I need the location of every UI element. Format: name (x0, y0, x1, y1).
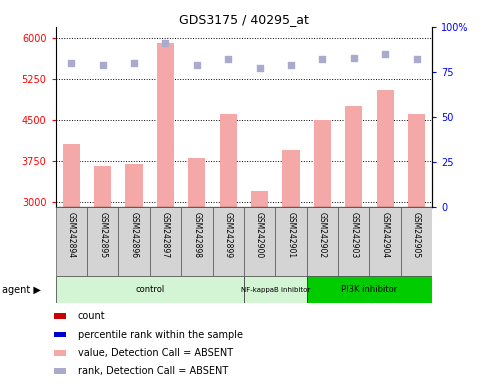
Bar (87, 207, 118, 276)
Title: GDS3175 / 40295_at: GDS3175 / 40295_at (179, 13, 309, 26)
Point (350, 55, 357, 61)
Bar (56, 207, 87, 276)
Point (382, 51, 389, 57)
Bar (118, 207, 150, 276)
Bar (307, 276, 432, 303)
Text: GSM242895: GSM242895 (98, 212, 107, 258)
Bar (401, 207, 432, 276)
Text: GSM242894: GSM242894 (67, 212, 76, 258)
Bar (126, 164, 142, 207)
Bar (377, 90, 394, 207)
Bar (338, 207, 369, 276)
Bar (314, 120, 331, 207)
Text: percentile rank within the sample: percentile rank within the sample (78, 329, 242, 339)
Bar (275, 207, 307, 276)
Point (99, 62, 107, 68)
Bar (54, 332, 67, 338)
Point (193, 62, 201, 68)
Point (256, 65, 264, 71)
Bar (251, 191, 268, 207)
Point (68, 60, 75, 66)
Text: agent ▶: agent ▶ (2, 285, 41, 295)
Text: count: count (78, 311, 105, 321)
Bar (345, 106, 362, 207)
Text: GSM242901: GSM242901 (286, 212, 296, 258)
Text: value, Detection Call = ABSENT: value, Detection Call = ABSENT (78, 348, 233, 358)
Bar (244, 207, 275, 276)
Text: NF-kappaB inhibitor: NF-kappaB inhibitor (241, 287, 310, 293)
Point (287, 62, 295, 68)
Text: rank, Detection Call = ABSENT: rank, Detection Call = ABSENT (78, 366, 228, 376)
Bar (63, 144, 80, 207)
Text: GSM242902: GSM242902 (318, 212, 327, 258)
Text: control: control (135, 285, 164, 295)
Point (224, 56, 232, 63)
Text: GSM242897: GSM242897 (161, 212, 170, 258)
Point (412, 56, 420, 63)
Bar (307, 207, 338, 276)
Point (319, 56, 327, 63)
Bar (188, 158, 205, 207)
Text: GSM242904: GSM242904 (381, 212, 390, 258)
Bar (181, 207, 213, 276)
Bar (220, 114, 237, 207)
Text: GSM242903: GSM242903 (349, 212, 358, 258)
Bar (54, 350, 67, 356)
Bar (56, 276, 244, 303)
Text: GSM242905: GSM242905 (412, 212, 421, 258)
Bar (283, 150, 299, 207)
Point (130, 60, 138, 66)
Text: GSM242899: GSM242899 (224, 212, 233, 258)
Bar (54, 368, 67, 374)
Text: GSM242896: GSM242896 (129, 212, 139, 258)
Bar (369, 207, 401, 276)
Bar (157, 43, 174, 207)
Bar (408, 114, 425, 207)
Text: GSM242900: GSM242900 (255, 212, 264, 258)
Bar (94, 166, 111, 207)
Text: GSM242898: GSM242898 (192, 212, 201, 258)
Text: PI3K inhibitor: PI3K inhibitor (341, 285, 398, 295)
Bar (54, 313, 67, 319)
Bar (244, 276, 307, 303)
Bar (150, 207, 181, 276)
Bar (213, 207, 244, 276)
Point (161, 40, 170, 46)
